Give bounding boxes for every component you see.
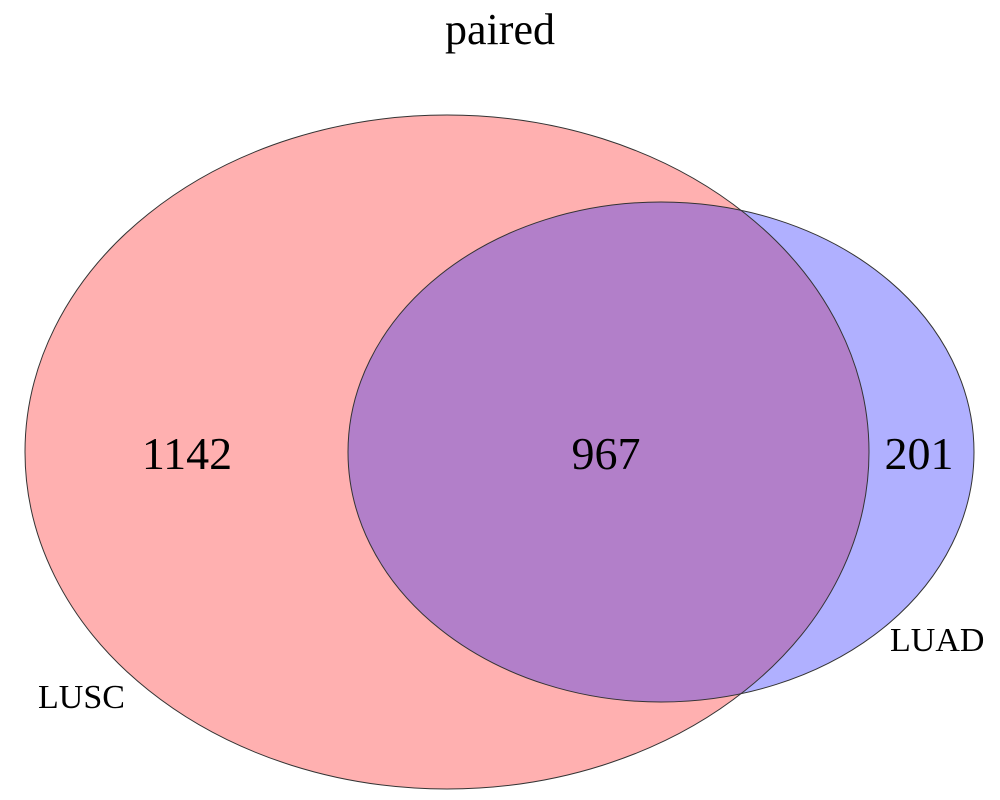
luad-set-label: LUAD xyxy=(890,622,984,659)
intersection-region xyxy=(348,202,869,702)
lusc-set-label: LUSC xyxy=(38,679,125,716)
diagram-title: paired xyxy=(445,5,555,54)
intersection-count: 967 xyxy=(572,428,641,479)
lusc-outline xyxy=(24,114,870,790)
lusc-only-count: 1142 xyxy=(142,428,232,479)
luad-only-count: 201 xyxy=(885,428,954,479)
luad-outline xyxy=(347,201,975,703)
